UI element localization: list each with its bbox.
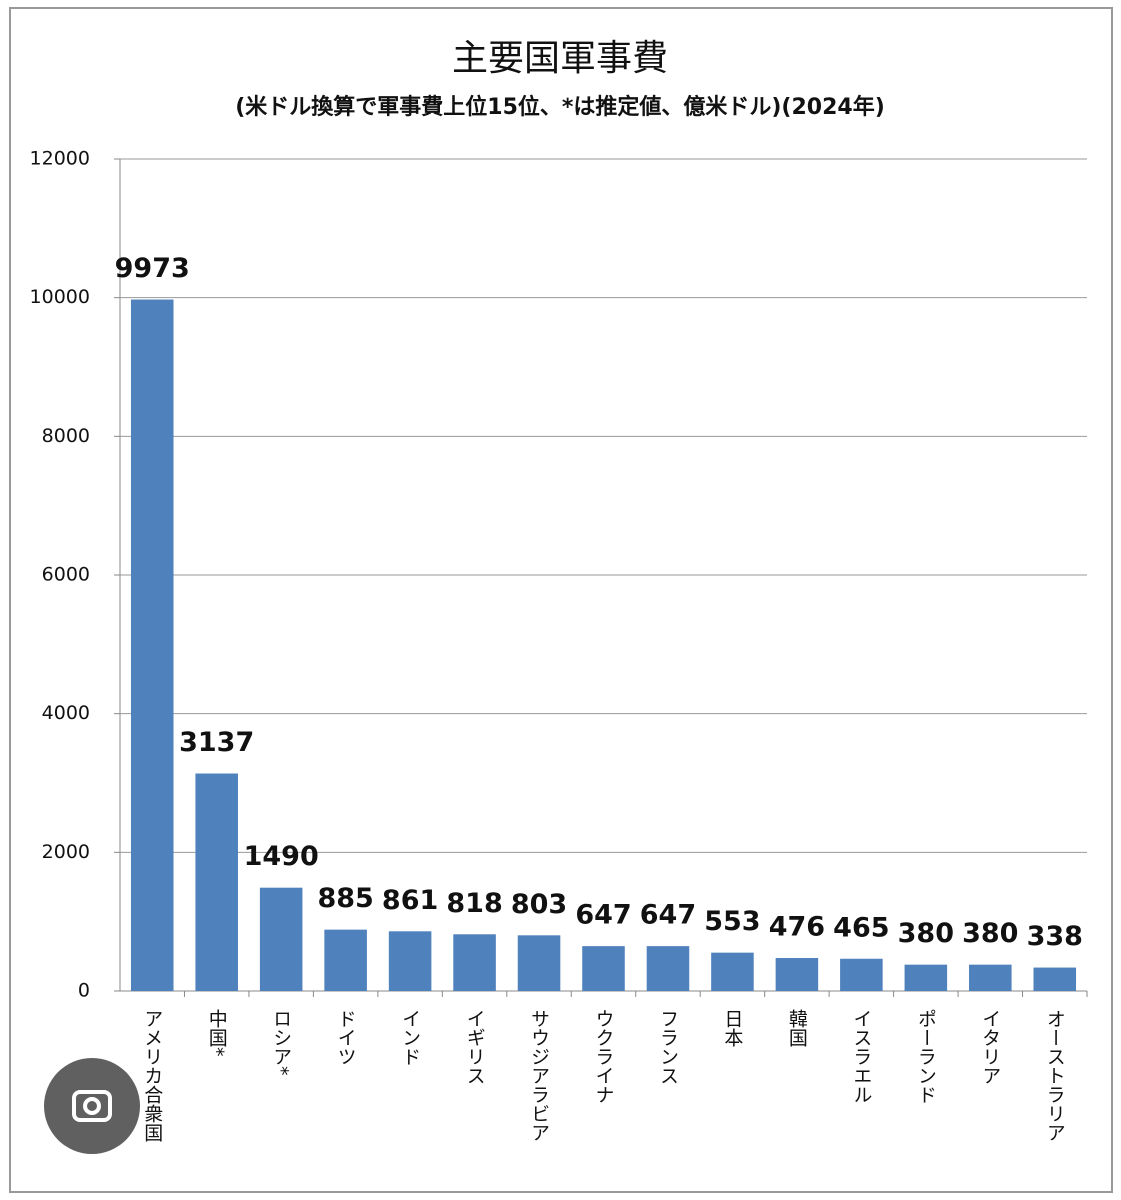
x-tick-label: ドイツ bbox=[335, 1009, 357, 1066]
bar bbox=[904, 964, 948, 991]
x-tick-label: オーストラリア bbox=[1044, 1009, 1066, 1142]
value-label: 465 bbox=[833, 912, 889, 943]
y-tick-label: 8000 bbox=[42, 425, 90, 447]
value-label: 338 bbox=[1027, 921, 1083, 952]
value-label: 3137 bbox=[179, 727, 254, 758]
y-tick-label: 4000 bbox=[42, 702, 90, 724]
bar bbox=[969, 964, 1012, 991]
x-tick-label: アメリカ合衆国 bbox=[141, 1009, 163, 1142]
x-tick-label: イタリア bbox=[979, 1009, 1001, 1085]
value-label: 861 bbox=[382, 885, 438, 916]
x-tick-label: ポーランド bbox=[915, 1009, 937, 1104]
value-label: 9973 bbox=[115, 253, 190, 284]
x-tick-label: イギリス bbox=[464, 1009, 486, 1085]
y-tick-label: 12000 bbox=[30, 148, 90, 170]
value-label: 647 bbox=[640, 900, 696, 931]
lens-button[interactable] bbox=[44, 1058, 140, 1154]
value-label: 803 bbox=[511, 889, 567, 920]
value-label: 476 bbox=[769, 911, 825, 942]
y-tick-label: 6000 bbox=[42, 564, 90, 586]
x-tick-label: インド bbox=[399, 1009, 421, 1066]
bar bbox=[646, 946, 690, 991]
bar bbox=[775, 957, 819, 991]
bar bbox=[259, 887, 303, 991]
chart-title: 主要国軍事費 bbox=[452, 38, 668, 79]
value-label: 1490 bbox=[244, 841, 319, 872]
chart-frame bbox=[9, 7, 1113, 1193]
bar bbox=[840, 958, 883, 991]
bar bbox=[453, 934, 496, 991]
x-tick-label: ロシア* bbox=[270, 1009, 292, 1076]
x-tick-label: 日本 bbox=[721, 1009, 743, 1047]
x-tick-label: ウクライナ bbox=[593, 1009, 615, 1104]
x-tick-label: サウジアラビア bbox=[528, 1009, 550, 1142]
bar bbox=[1033, 967, 1077, 991]
y-tick-label: 10000 bbox=[30, 286, 90, 308]
x-tick-label: イスラエル bbox=[850, 1009, 872, 1104]
chart-subtitle: (米ドル換算で軍事費上位15位、*は推定値、億米ドル)(2024年) bbox=[235, 94, 885, 120]
bar bbox=[195, 773, 238, 991]
value-label: 647 bbox=[575, 900, 631, 931]
value-label: 380 bbox=[962, 918, 1018, 949]
x-tick-label: 中国* bbox=[206, 1009, 228, 1057]
value-label: 380 bbox=[898, 918, 954, 949]
value-label: 885 bbox=[317, 883, 373, 914]
value-label: 818 bbox=[446, 888, 502, 919]
bar bbox=[582, 946, 625, 991]
bar bbox=[130, 299, 174, 991]
bar bbox=[517, 935, 561, 991]
y-tick-label: 0 bbox=[78, 980, 90, 1002]
bar bbox=[388, 931, 432, 991]
x-tick-label: フランス bbox=[657, 1009, 679, 1085]
x-tick-label: 韓国 bbox=[786, 1009, 808, 1047]
bar bbox=[711, 952, 754, 991]
y-tick-label: 2000 bbox=[42, 841, 90, 863]
lens-icon-dot bbox=[83, 1097, 101, 1115]
value-label: 553 bbox=[704, 906, 760, 937]
lens-icon bbox=[72, 1090, 112, 1122]
bar bbox=[324, 929, 367, 991]
